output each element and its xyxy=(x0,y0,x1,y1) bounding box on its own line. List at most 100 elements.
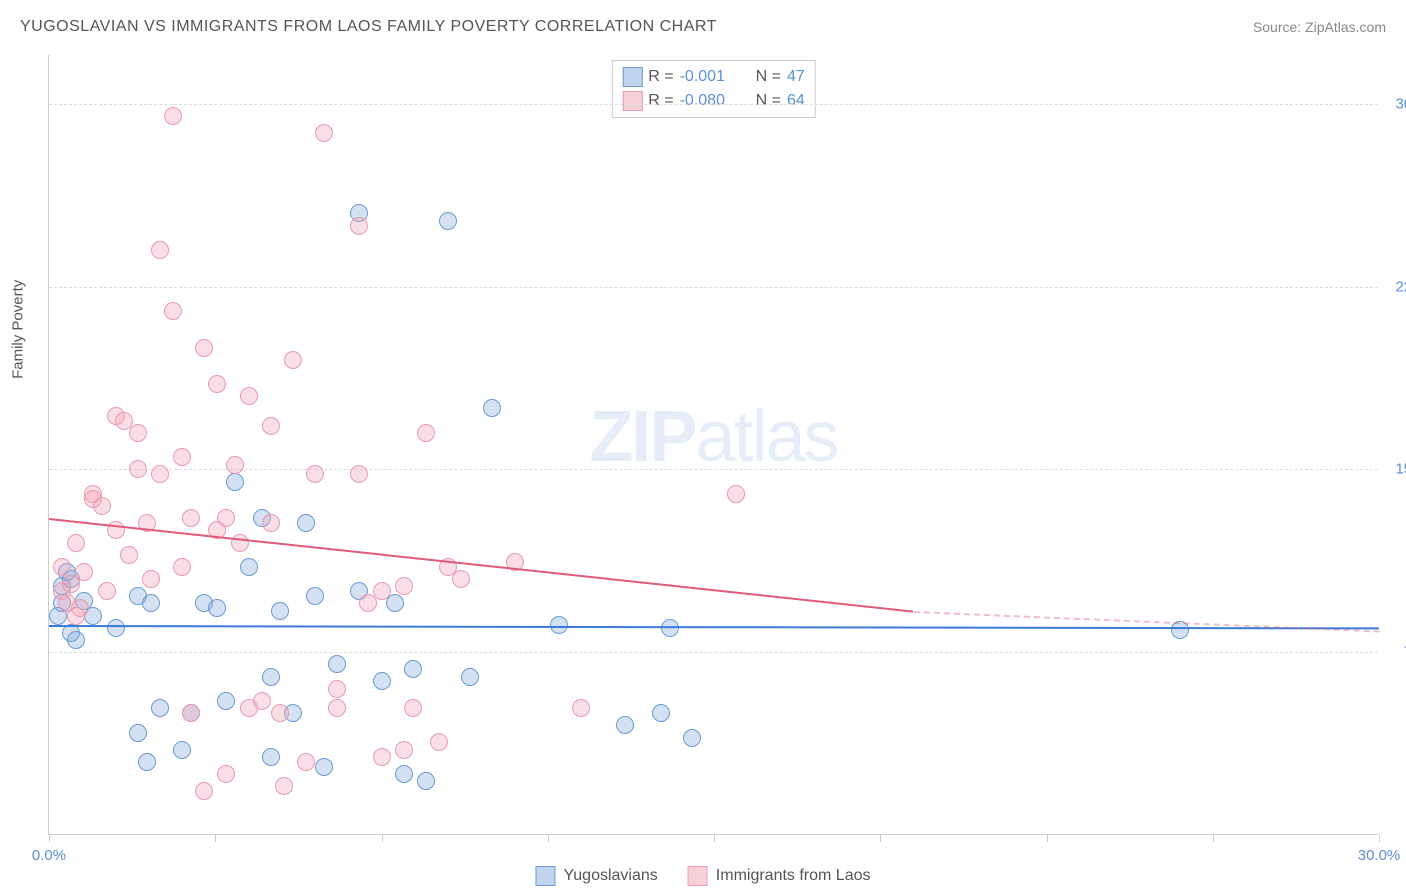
data-point xyxy=(417,424,435,442)
y-axis-label: Family Poverty xyxy=(10,280,27,379)
ytick-label: 30.0% xyxy=(1383,95,1406,112)
ytick-label: 15.0% xyxy=(1383,461,1406,478)
data-point xyxy=(182,704,200,722)
gridline xyxy=(49,287,1378,288)
data-point xyxy=(328,699,346,717)
data-point xyxy=(461,668,479,686)
data-point xyxy=(284,351,302,369)
legend-label: Immigrants from Laos xyxy=(716,867,871,885)
data-point xyxy=(297,514,315,532)
gridline xyxy=(49,104,1378,105)
watermark-bold: ZIP xyxy=(589,396,695,476)
data-point xyxy=(395,765,413,783)
ytick-label: 22.5% xyxy=(1383,278,1406,295)
data-point xyxy=(151,465,169,483)
data-point xyxy=(262,748,280,766)
data-point xyxy=(240,387,258,405)
data-point xyxy=(240,558,258,576)
data-point xyxy=(439,212,457,230)
legend-n-value: 47 xyxy=(787,68,805,86)
xtick xyxy=(1213,834,1214,842)
legend-swatch xyxy=(622,67,642,87)
data-point xyxy=(572,699,590,717)
data-point xyxy=(182,509,200,527)
data-point xyxy=(417,772,435,790)
data-point xyxy=(195,339,213,357)
legend-r-label: R = xyxy=(648,92,673,110)
data-point xyxy=(151,699,169,717)
data-point xyxy=(217,692,235,710)
data-point xyxy=(262,668,280,686)
data-point xyxy=(275,777,293,795)
data-point xyxy=(483,399,501,417)
header: YUGOSLAVIAN VS IMMIGRANTS FROM LAOS FAMI… xyxy=(20,18,1386,36)
data-point xyxy=(727,485,745,503)
data-point xyxy=(195,782,213,800)
xtick xyxy=(382,834,383,842)
data-point xyxy=(98,582,116,600)
data-point xyxy=(142,594,160,612)
data-point xyxy=(208,599,226,617)
legend-swatch xyxy=(688,866,708,886)
watermark-light: atlas xyxy=(695,396,837,476)
xtick-label: 30.0% xyxy=(1358,847,1401,864)
data-point xyxy=(315,124,333,142)
legend-row: R =-0.080N =64 xyxy=(622,89,804,113)
data-point xyxy=(271,602,289,620)
data-point xyxy=(297,753,315,771)
xtick xyxy=(1047,834,1048,842)
correlation-legend: R = -0.001 N = 47 R =-0.080N =64 xyxy=(611,60,815,118)
gridline xyxy=(49,469,1378,470)
data-point xyxy=(395,741,413,759)
data-point xyxy=(84,490,102,508)
legend-swatch xyxy=(622,91,642,111)
data-point xyxy=(208,375,226,393)
data-point xyxy=(262,417,280,435)
legend-row: R = -0.001 N = 47 xyxy=(622,65,804,89)
data-point xyxy=(373,672,391,690)
data-point xyxy=(373,748,391,766)
legend-n-label: N = xyxy=(756,92,781,110)
data-point xyxy=(138,753,156,771)
data-point xyxy=(75,563,93,581)
data-point xyxy=(115,412,133,430)
data-point xyxy=(306,587,324,605)
data-point xyxy=(652,704,670,722)
xtick xyxy=(1379,834,1380,842)
legend-item: Yugoslavians xyxy=(535,866,657,886)
gridline xyxy=(49,652,1378,653)
data-point xyxy=(67,534,85,552)
legend-n-label: N = xyxy=(756,68,781,86)
data-point xyxy=(53,558,71,576)
data-point xyxy=(404,660,422,678)
legend-r-value: -0.001 xyxy=(680,68,740,86)
data-point xyxy=(164,302,182,320)
data-point xyxy=(129,724,147,742)
xtick xyxy=(714,834,715,842)
legend-item: Immigrants from Laos xyxy=(688,866,871,886)
ytick-label: 7.5% xyxy=(1383,644,1406,661)
data-point xyxy=(67,631,85,649)
trend-line xyxy=(913,611,1379,632)
data-point xyxy=(129,460,147,478)
data-point xyxy=(350,465,368,483)
data-point xyxy=(173,741,191,759)
xtick xyxy=(548,834,549,842)
data-point xyxy=(271,704,289,722)
watermark: ZIPatlas xyxy=(589,395,837,477)
legend-r-label: R = xyxy=(648,68,673,86)
legend-swatch xyxy=(535,866,555,886)
legend-label: Yugoslavians xyxy=(563,867,657,885)
data-point xyxy=(253,692,271,710)
xtick xyxy=(880,834,881,842)
data-point xyxy=(67,607,85,625)
xtick-label: 0.0% xyxy=(32,847,66,864)
data-point xyxy=(616,716,634,734)
series-legend: Yugoslavians Immigrants from Laos xyxy=(535,866,870,886)
data-point xyxy=(395,577,413,595)
data-point xyxy=(142,570,160,588)
data-point xyxy=(107,619,125,637)
data-point xyxy=(173,558,191,576)
data-point xyxy=(683,729,701,747)
data-point xyxy=(315,758,333,776)
